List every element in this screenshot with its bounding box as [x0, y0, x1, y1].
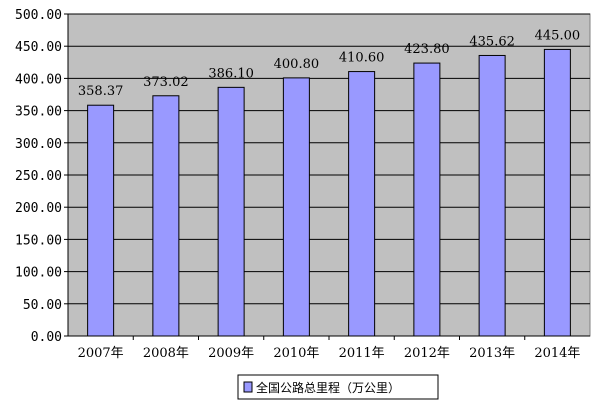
y-tick-label: 500.00	[15, 8, 62, 23]
data-label: 435.62	[469, 34, 515, 49]
y-tick-label: 300.00	[15, 137, 62, 152]
legend: 全国公路总里程（万公里）	[237, 374, 439, 400]
x-tick-label: 2008年	[143, 346, 189, 361]
legend-label: 全国公路总里程（万公里）	[256, 380, 400, 395]
data-label: 445.00	[535, 28, 581, 43]
legend-swatch	[243, 381, 253, 393]
y-axis: 0.00 50.00 100.00 150.00 200.00 250.00 300.00 3…	[15, 8, 69, 345]
x-tick-label: 2013年	[469, 346, 515, 361]
x-tick-label: 2011年	[339, 346, 385, 361]
bar	[87, 104, 115, 337]
bar	[282, 77, 310, 337]
bar	[413, 62, 441, 337]
bar	[478, 54, 506, 337]
y-tick-label: 0.00	[31, 330, 62, 345]
x-tick-label: 2014年	[534, 346, 580, 361]
bar	[543, 48, 571, 337]
bar	[348, 71, 376, 337]
data-label: 386.10	[208, 66, 254, 81]
bars: 358.37 373.02 386.10 400.80 410.60 423.80 435.…	[78, 28, 581, 337]
x-tick-label: 2009年	[208, 346, 254, 361]
x-axis: 2007年 2008年 2009年 2010年 2011年 2012年 2013年 2014年	[68, 335, 590, 361]
legend-box	[237, 374, 439, 400]
x-tick-label: 2012年	[404, 346, 450, 361]
y-tick-label: 200.00	[15, 201, 62, 216]
y-tick-label: 400.00	[15, 72, 62, 87]
y-tick-label: 450.00	[15, 40, 62, 55]
bar	[217, 86, 245, 337]
data-label: 423.80	[404, 42, 450, 57]
data-label: 410.60	[339, 51, 385, 66]
y-tick-label: 250.00	[15, 169, 62, 184]
x-tick-label: 2007年	[78, 346, 124, 361]
y-tick-label: 50.00	[23, 298, 62, 313]
bar	[152, 95, 180, 337]
y-tick-label: 150.00	[15, 233, 62, 248]
y-tick-label: 350.00	[15, 105, 62, 120]
data-label: 373.02	[143, 75, 189, 90]
data-label: 358.37	[78, 84, 124, 99]
x-tick-label: 2010年	[273, 346, 319, 361]
data-label: 400.80	[274, 57, 320, 72]
y-tick-label: 100.00	[15, 266, 62, 281]
